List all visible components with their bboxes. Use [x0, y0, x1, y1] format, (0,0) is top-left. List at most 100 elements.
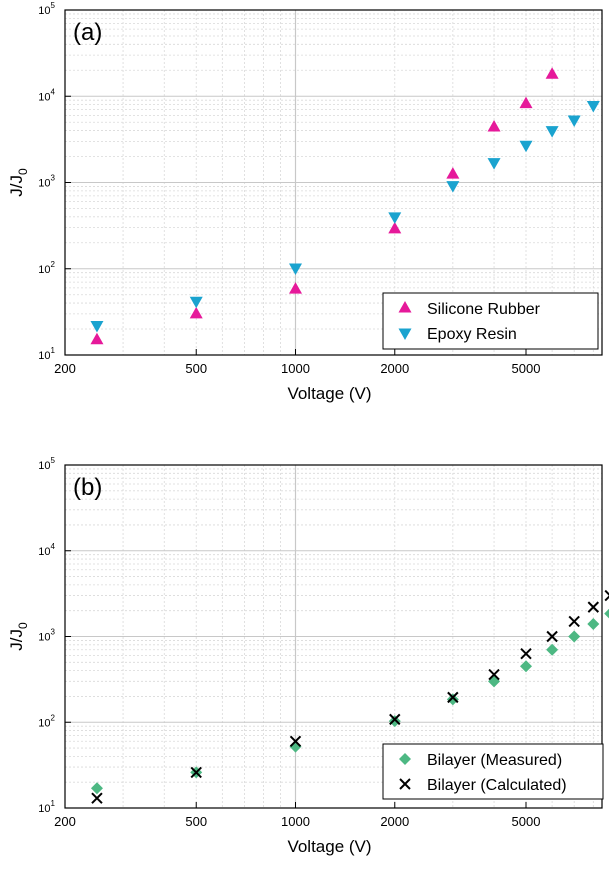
- data-point: [546, 643, 559, 656]
- x-tick-label: 200: [54, 361, 76, 376]
- legend-marker: [398, 328, 412, 340]
- y-tick-label: 105: [38, 456, 55, 472]
- y-axis-label-main: J/J: [7, 175, 26, 197]
- x-axis-label: Voltage (V): [287, 837, 371, 856]
- data-point: [568, 615, 580, 628]
- x-tick-label: 2000: [380, 361, 409, 376]
- legend-marker: [399, 778, 411, 790]
- data-point: [568, 630, 581, 643]
- chart-panel-a: 200 500 1000 2000 5000101102103104105Voltage…: [7, 1, 603, 403]
- data-point: [520, 647, 532, 660]
- y-tick-label: 102: [38, 713, 55, 729]
- data-point: [446, 693, 459, 706]
- data-point: [289, 282, 303, 294]
- data-point: [189, 306, 203, 319]
- y-tick-base: 10: [38, 717, 50, 729]
- y-axis-label-subscript: 0: [16, 622, 30, 629]
- x-tick-label: 5000: [512, 814, 541, 829]
- x-tick-label: 1000: [281, 361, 310, 376]
- y-tick-base: 10: [38, 460, 50, 472]
- legend-marker: [398, 301, 412, 313]
- y-tick-base: 10: [38, 632, 50, 644]
- y-axis-label-subscript: 0: [16, 168, 30, 175]
- data-point: [567, 115, 581, 128]
- data-point: [91, 792, 103, 804]
- data-point: [388, 221, 402, 234]
- data-point: [389, 713, 401, 726]
- series-1: [91, 589, 609, 804]
- y-tick-label: 104: [38, 87, 55, 103]
- data-point: [446, 167, 460, 179]
- x-axis-label: Voltage (V): [287, 384, 371, 403]
- y-tick-exponent: 2: [51, 713, 56, 722]
- data-point: [545, 67, 559, 79]
- y-axis-label: J/J0: [7, 622, 30, 651]
- x-tick-label: 500: [185, 361, 207, 376]
- x-tick-label: 500: [185, 814, 207, 829]
- y-tick-label: 105: [38, 1, 55, 17]
- y-tick-exponent: 1: [51, 346, 56, 355]
- x-tick-label: 1000: [281, 814, 310, 829]
- y-tick-label: 101: [38, 346, 55, 362]
- chart-panel-b: 200 500 1000 2000 5000101102103104105Voltage…: [7, 456, 609, 856]
- data-point: [487, 158, 501, 170]
- gridlines: [65, 10, 602, 355]
- panel-label: (b): [73, 474, 102, 501]
- data-point: [90, 782, 103, 795]
- data-point: [189, 296, 203, 309]
- series-0: [90, 67, 559, 345]
- panel-label: (a): [73, 19, 102, 46]
- data-point: [289, 735, 302, 747]
- data-point: [487, 120, 501, 132]
- data-point: [90, 332, 104, 345]
- data-point: [488, 668, 500, 681]
- x-tick-label: 5000: [512, 361, 541, 376]
- x-tick-label: 2000: [380, 814, 409, 829]
- y-tick-exponent: 4: [51, 542, 56, 551]
- data-point: [587, 601, 600, 613]
- y-tick-exponent: 1: [51, 799, 56, 808]
- series-1: [90, 101, 600, 333]
- gridlines: [65, 465, 602, 808]
- y-tick-base: 10: [38, 350, 50, 362]
- y-tick-base: 10: [38, 91, 50, 103]
- y-axis-label: J/J0: [7, 168, 30, 197]
- y-tick-base: 10: [38, 546, 50, 558]
- data-point: [447, 691, 459, 704]
- y-tick-exponent: 4: [51, 87, 56, 96]
- y-tick-label: 104: [38, 542, 55, 558]
- data-point: [604, 589, 609, 602]
- data-point: [546, 630, 558, 643]
- legend: Bilayer (Measured) Bilayer (Calculated): [382, 743, 604, 800]
- data-point: [545, 126, 559, 138]
- legend-marker: [399, 753, 411, 765]
- data-point: [519, 140, 533, 153]
- legend-label: Bilayer (Calculated): [427, 777, 567, 794]
- data-point: [519, 96, 533, 109]
- data-point: [604, 608, 609, 619]
- y-tick-exponent: 5: [51, 456, 56, 465]
- y-tick-base: 10: [38, 178, 50, 190]
- y-tick-exponent: 2: [51, 260, 56, 269]
- legend-label: Bilayer (Measured): [427, 752, 562, 769]
- y-tick-label: 103: [38, 628, 55, 644]
- data-point: [90, 320, 104, 333]
- data-point: [446, 181, 460, 193]
- data-point: [586, 101, 600, 113]
- legend-box: [382, 292, 599, 350]
- data-point: [289, 263, 303, 276]
- y-tick-base: 10: [38, 5, 50, 17]
- x-tick-label: 200: [54, 814, 76, 829]
- legend-label: Silicone Rubber: [427, 301, 541, 318]
- y-tick-label: 101: [38, 799, 55, 815]
- y-tick-exponent: 5: [51, 1, 56, 10]
- data-point: [190, 766, 202, 779]
- legend-box: [382, 743, 604, 800]
- legend: Silicone Rubber Epoxy Resin: [382, 292, 599, 350]
- data-point: [520, 660, 533, 673]
- legend-label: Epoxy Resin: [427, 326, 517, 343]
- y-tick-label: 103: [38, 174, 55, 190]
- y-axis-label-main: J/J: [7, 629, 26, 651]
- y-tick-label: 102: [38, 260, 55, 276]
